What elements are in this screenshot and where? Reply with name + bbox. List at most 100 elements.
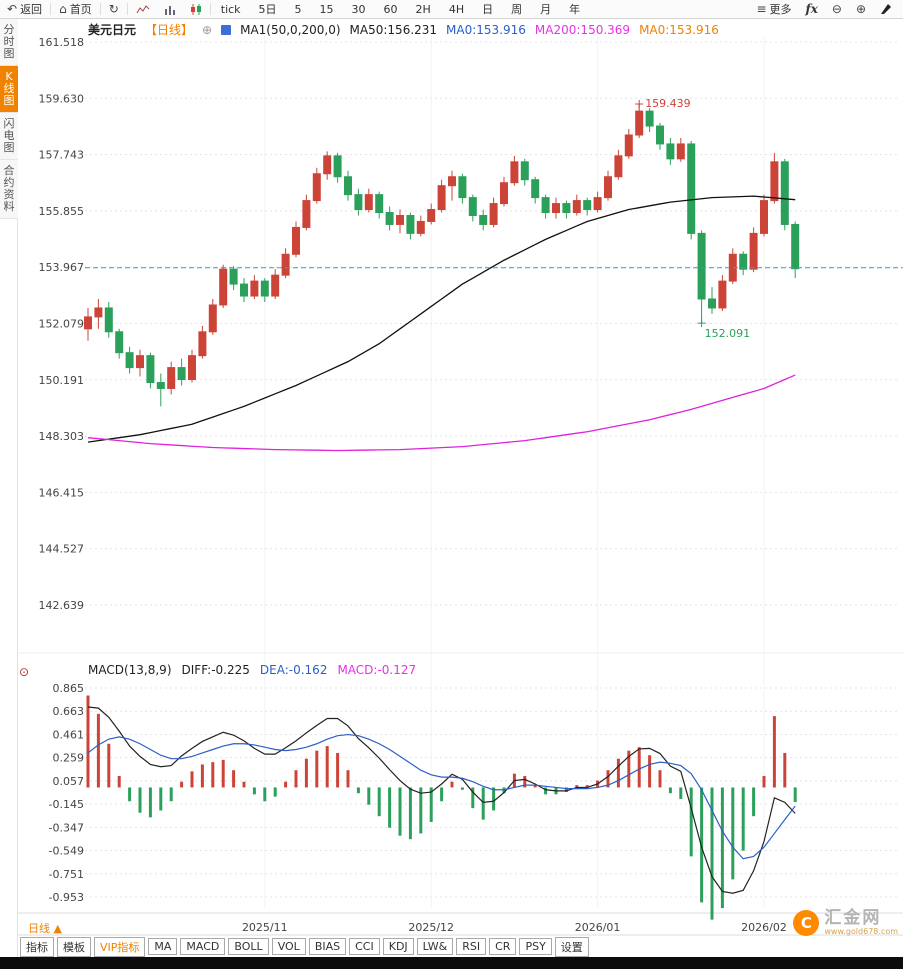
period-5min[interactable]: 5: [294, 2, 302, 16]
tab-lwr[interactable]: LW&: [416, 938, 454, 955]
candle-body: [250, 280, 259, 297]
home-icon: ⌂: [59, 2, 67, 16]
candle-body: [146, 355, 155, 384]
ma0-close-value: MA0:153.916: [446, 22, 526, 37]
toolbar-separator: [126, 3, 128, 15]
tab-cr[interactable]: CR: [489, 938, 517, 955]
period-day[interactable]: 日: [482, 3, 494, 16]
macd-value: MACD:-0.127: [337, 663, 417, 677]
period-5day[interactable]: 5日: [258, 3, 277, 16]
more-button[interactable]: ≡ 更多: [749, 0, 798, 18]
candlestick-icon: [190, 3, 201, 15]
sidebar-tab-lightning[interactable]: 闪电图: [0, 113, 18, 160]
main-chart[interactable]: 161.518 159.630 157.743 155.855 153.967 152.0…: [0, 19, 903, 936]
tab-vip-indicator[interactable]: VIP指标: [94, 936, 146, 957]
home-label: 首页: [69, 3, 92, 16]
draw-tool-button[interactable]: [873, 0, 899, 18]
candle-body: [177, 367, 186, 381]
back-label: 返回: [20, 3, 43, 16]
price-axis-label: 155.855: [39, 205, 85, 218]
tab-boll[interactable]: BOLL: [228, 938, 269, 955]
sidebar-tab-kline[interactable]: K线图: [0, 66, 18, 113]
formula-button[interactable]: fx: [805, 2, 818, 16]
period-60min[interactable]: 60: [383, 2, 398, 16]
macd-label: MACD(13,8,9): [88, 663, 172, 677]
price-axis-label: 152.079: [39, 317, 85, 330]
add-indicator-icon[interactable]: ⊕: [202, 22, 213, 37]
period-week[interactable]: 周: [511, 3, 523, 16]
timeframe-indicator[interactable]: 日线 ▲: [28, 920, 62, 936]
price-axis-label: 159.630: [39, 92, 85, 105]
menu-icon: ≡: [756, 2, 767, 16]
period-15min[interactable]: 15: [319, 2, 334, 16]
tab-vol[interactable]: VOL: [271, 938, 306, 955]
back-button[interactable]: ↶ 返回: [0, 0, 49, 18]
tab-settings[interactable]: 设置: [554, 936, 589, 957]
refresh-button[interactable]: ↻: [102, 0, 126, 18]
toolbar-right-group: ≡ 更多 fx ⊖ ⊕: [749, 0, 903, 18]
zoom-out-button[interactable]: ⊖: [825, 0, 849, 18]
sidebar-tab-timeshare[interactable]: 分时图: [0, 19, 18, 66]
tab-macd[interactable]: MACD: [180, 938, 226, 955]
logo-url: www.gold678.com: [824, 926, 898, 936]
candle-body: [770, 161, 779, 202]
sidebar-tab-contract-info[interactable]: 合约资料: [0, 160, 18, 219]
candles-layer: [84, 103, 800, 407]
top-toolbar: ↶ 返回 ⌂ 首页 ↻ tick 5日 5 15 30 60 2H 4H 日 周…: [0, 0, 903, 19]
candle-body: [510, 161, 519, 184]
tab-kdj[interactable]: KDJ: [382, 938, 414, 955]
toolbar-separator: [209, 3, 211, 15]
zoom-in-button[interactable]: ⊕: [849, 0, 873, 18]
candle-body: [437, 185, 446, 211]
candle-body: [323, 155, 332, 175]
tab-template[interactable]: 模板: [57, 936, 91, 957]
price-axis-label: 150.191: [39, 374, 85, 387]
home-button[interactable]: ⌂ 首页: [52, 0, 99, 18]
candle-body: [292, 226, 300, 255]
price-axis-label: 148.303: [39, 430, 85, 443]
candle-body: [271, 274, 280, 297]
bar-chart-icon: [164, 5, 175, 15]
tab-bias[interactable]: BIAS: [308, 938, 347, 955]
tab-rsi[interactable]: RSI: [456, 938, 487, 955]
period-30min[interactable]: 30: [351, 2, 366, 16]
tab-indicator[interactable]: 指标: [20, 936, 54, 957]
candle-body: [302, 200, 311, 228]
candle-body: [593, 197, 602, 211]
candle-body: [489, 203, 498, 225]
candle-chart-type-button[interactable]: [183, 0, 209, 18]
candle-body: [396, 215, 404, 225]
candle-body: [562, 203, 571, 214]
candle-body: [385, 212, 394, 225]
period-2h[interactable]: 2H: [415, 2, 431, 16]
bar-chart-type-button[interactable]: [157, 0, 183, 18]
period-tick[interactable]: tick: [220, 2, 241, 16]
zoom-in-icon: ⊕: [855, 2, 866, 16]
candle-body: [479, 215, 488, 225]
tab-cci[interactable]: CCI: [349, 938, 380, 955]
tab-psy[interactable]: PSY: [519, 938, 552, 955]
period-month[interactable]: 月: [540, 3, 552, 16]
ma200-value: MA200:150.369: [534, 22, 631, 37]
macd-axis-label: -0.145: [49, 798, 84, 811]
candle-body: [156, 382, 165, 389]
line-chart-type-button[interactable]: [129, 0, 157, 18]
candle-body: [604, 176, 612, 199]
period-year[interactable]: 年: [569, 3, 581, 16]
logo-icon: C: [793, 909, 820, 936]
candle-body: [167, 367, 176, 389]
diff-line: [87, 706, 796, 894]
period-4h[interactable]: 4H: [448, 2, 465, 16]
chevron-up-icon: ▲: [53, 922, 62, 935]
tab-ma[interactable]: MA: [148, 938, 178, 955]
candle-body: [520, 161, 529, 181]
macd-axis-label: 0.057: [53, 775, 85, 788]
diff-value: DIFF:-0.225: [181, 663, 250, 677]
date-axis-label: 2025/12: [408, 921, 454, 934]
macd-settings-icon[interactable]: ⊙: [19, 665, 30, 679]
candle-body: [94, 307, 103, 318]
ma-toggle-icon[interactable]: [221, 24, 232, 35]
candle-body: [468, 197, 477, 217]
indicator-tab-bar: 指标 模板 VIP指标 MA MACD BOLL VOL BIAS CCI KD…: [20, 936, 589, 957]
candle-body: [656, 125, 664, 145]
